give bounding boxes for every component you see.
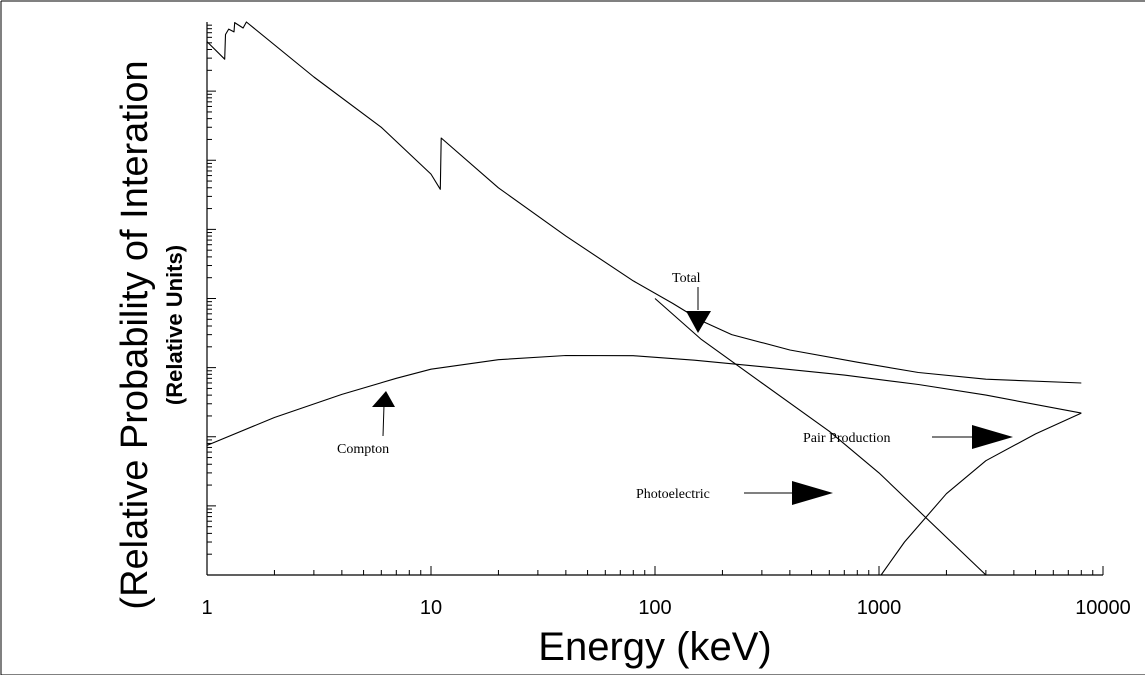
- x-tick-label: 100: [638, 597, 671, 619]
- annotation-compton: Compton: [337, 442, 389, 457]
- annotations: Total Compton Photoelectric Pair Product…: [337, 271, 1013, 505]
- x-tick-label: 10: [420, 597, 442, 619]
- annotation-compton-stem: [382, 404, 385, 437]
- y-axis-sublabel: (Relative Units): [162, 245, 187, 405]
- series-line-pair-production: [880, 412, 1082, 576]
- x-tick-label: 10000: [1075, 597, 1131, 619]
- series-line-total: [206, 21, 1082, 384]
- y-ticks: [207, 24, 216, 576]
- series-lines: [206, 21, 1082, 576]
- annotation-total: Total: [672, 271, 701, 286]
- annotation-compton-arrow: [372, 391, 395, 407]
- series-line-compton: [206, 354, 1082, 446]
- x-axis-label: Energy (keV): [538, 625, 771, 669]
- annotation-pair-production-arrow: [972, 425, 1013, 449]
- x-tick-label: 1: [201, 597, 212, 619]
- series-line-photoelectric: [654, 298, 987, 576]
- annotation-pair-production: Pair Production: [803, 431, 891, 446]
- y-axis-label: (Relative Probability of Interation: [114, 60, 156, 609]
- annotation-photoelectric: Photoelectric: [636, 487, 710, 502]
- annotation-total-arrow: [686, 311, 711, 333]
- plot-area: 1 10 100 1000 10000 Total Compton Photoelect…: [201, 21, 1131, 619]
- x-ticks: [206, 566, 1104, 575]
- x-tick-label: 1000: [857, 597, 902, 619]
- annotation-photoelectric-arrow: [792, 481, 833, 505]
- x-tick-labels: 1 10 100 1000 10000: [201, 597, 1130, 619]
